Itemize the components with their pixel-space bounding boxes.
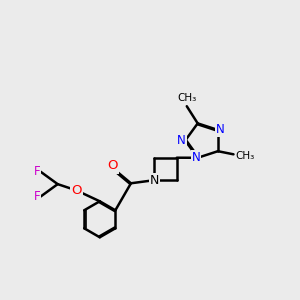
Text: N: N	[192, 151, 200, 164]
Text: F: F	[34, 190, 40, 203]
Text: N: N	[216, 123, 225, 136]
Text: F: F	[34, 165, 40, 178]
Text: O: O	[71, 184, 82, 197]
Text: CH₃: CH₃	[177, 94, 196, 103]
Text: O: O	[107, 160, 118, 172]
Text: N: N	[150, 174, 159, 187]
Text: CH₃: CH₃	[235, 151, 254, 161]
Text: N: N	[177, 134, 186, 147]
